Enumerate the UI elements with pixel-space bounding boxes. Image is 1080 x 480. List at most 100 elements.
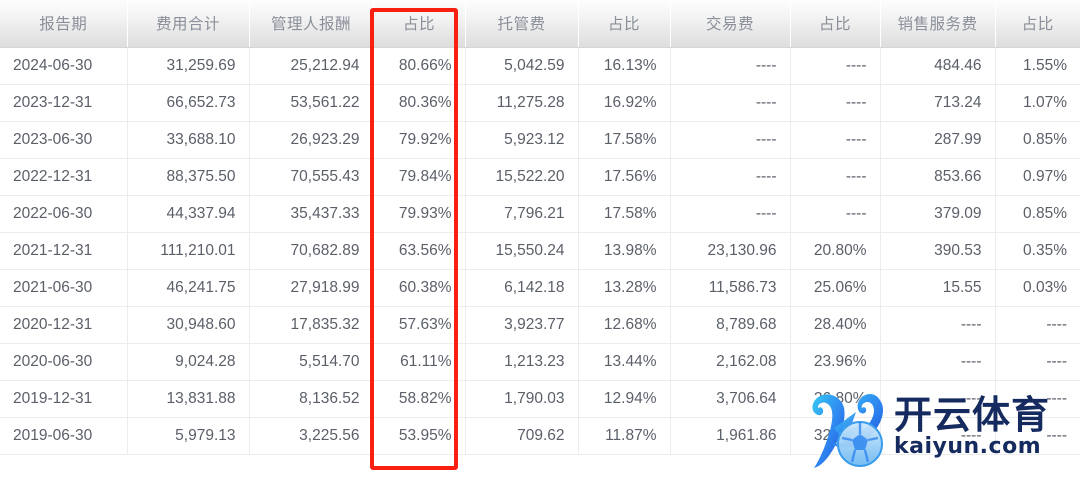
cell-custodian-fee: 3,923.77	[465, 306, 579, 344]
cell-total-fee: 66,652.73	[127, 84, 250, 122]
cell-custodian-fee: 11,275.28	[465, 84, 579, 122]
cell-sales-pct: 0.85%	[995, 195, 1080, 233]
cell-sales-pct: 1.55%	[995, 47, 1080, 85]
column-header-custodian-pct[interactable]: 占比	[578, 0, 671, 48]
table-row[interactable]: 2019-12-31 13,831.88 8,136.52 58.82% 1,790.0…	[0, 380, 1080, 418]
cell-sales-service-fee: ----	[880, 343, 996, 381]
cell-manager-pct: 61.11%	[373, 343, 466, 381]
cell-sales-service-fee: ----	[880, 380, 996, 418]
cell-trading-pct: ----	[790, 84, 881, 122]
cell-trading-fee: 2,162.08	[670, 343, 791, 381]
cell-custodian-pct: 13.98%	[578, 232, 671, 270]
cell-trading-pct: 20.80%	[790, 232, 881, 270]
cell-total-fee: 9,024.28	[127, 343, 250, 381]
cell-trading-fee: 11,586.73	[670, 269, 791, 307]
cell-manager-fee: 35,437.33	[249, 195, 374, 233]
cell-report-date: 2022-06-30	[0, 195, 128, 233]
cell-manager-fee: 5,514.70	[249, 343, 374, 381]
cell-custodian-pct: 16.13%	[578, 47, 671, 85]
cell-custodian-pct: 13.44%	[578, 343, 671, 381]
column-header-manager-pct[interactable]: 占比	[373, 0, 466, 48]
cell-report-date: 2023-12-31	[0, 84, 128, 122]
cell-manager-fee: 3,225.56	[249, 417, 374, 455]
cell-total-fee: 46,241.75	[127, 269, 250, 307]
cell-manager-pct: 79.93%	[373, 195, 466, 233]
cell-custodian-pct: 17.58%	[578, 121, 671, 159]
column-header-report-date[interactable]: 报告期	[0, 0, 128, 48]
cell-custodian-fee: 5,923.12	[465, 121, 579, 159]
cell-manager-pct: 80.66%	[373, 47, 466, 85]
cell-trading-pct: 23.96%	[790, 343, 881, 381]
cell-trading-fee: ----	[670, 47, 791, 85]
table-row[interactable]: 2020-12-31 30,948.60 17,835.32 57.63% 3,923.…	[0, 306, 1080, 344]
table-row[interactable]: 2021-06-30 46,241.75 27,918.99 60.38% 6,142.…	[0, 269, 1080, 307]
cell-custodian-pct: 16.92%	[578, 84, 671, 122]
table-header-row: 报告期 费用合计 管理人报酬 占比 托管费 占比 交易费 占比 销售服务费 占比	[0, 0, 1080, 48]
column-header-custodian-fee[interactable]: 托管费	[465, 0, 579, 48]
cell-manager-pct: 53.95%	[373, 417, 466, 455]
cell-custodian-fee: 5,042.59	[465, 47, 579, 85]
cell-manager-fee: 70,555.43	[249, 158, 374, 196]
cell-trading-fee: ----	[670, 121, 791, 159]
cell-custodian-pct: 12.68%	[578, 306, 671, 344]
cell-sales-service-fee: 15.55	[880, 269, 996, 307]
table-row[interactable]: 2020-06-30 9,024.28 5,514.70 61.11% 1,213.23…	[0, 343, 1080, 381]
cell-trading-fee: ----	[670, 84, 791, 122]
cell-total-fee: 111,210.01	[127, 232, 250, 270]
table-row[interactable]: 2022-12-31 88,375.50 70,555.43 79.84% 15,522…	[0, 158, 1080, 196]
cell-manager-pct: 58.82%	[373, 380, 466, 418]
cell-trading-pct: ----	[790, 121, 881, 159]
cell-sales-service-fee: ----	[880, 306, 996, 344]
cell-report-date: 2019-06-30	[0, 417, 128, 455]
cell-total-fee: 13,831.88	[127, 380, 250, 418]
cell-report-date: 2020-12-31	[0, 306, 128, 344]
table-row[interactable]: 2022-06-30 44,337.94 35,437.33 79.93% 7,796.…	[0, 195, 1080, 233]
column-header-total-fee[interactable]: 费用合计	[127, 0, 250, 48]
cell-total-fee: 30,948.60	[127, 306, 250, 344]
table-row[interactable]: 2023-12-31 66,652.73 53,561.22 80.36% 11,275…	[0, 84, 1080, 122]
cell-trading-pct: ----	[790, 47, 881, 85]
cell-report-date: 2020-06-30	[0, 343, 128, 381]
cell-trading-pct: 26.80%	[790, 380, 881, 418]
cell-manager-pct: 79.84%	[373, 158, 466, 196]
cell-report-date: 2022-12-31	[0, 158, 128, 196]
cell-trading-fee: ----	[670, 158, 791, 196]
table-row[interactable]: 2021-12-31 111,210.01 70,682.89 63.56% 15,55…	[0, 232, 1080, 270]
cell-total-fee: 88,375.50	[127, 158, 250, 196]
cell-trading-fee: ----	[670, 195, 791, 233]
cell-manager-pct: 80.36%	[373, 84, 466, 122]
cell-report-date: 2021-06-30	[0, 269, 128, 307]
cell-trading-pct: ----	[790, 195, 881, 233]
table-header: 报告期 费用合计 管理人报酬 占比 托管费 占比 交易费 占比 销售服务费 占比	[0, 0, 1080, 48]
cell-custodian-pct: 17.56%	[578, 158, 671, 196]
cell-sales-service-fee: 379.09	[880, 195, 996, 233]
column-header-sales-pct[interactable]: 占比	[995, 0, 1080, 48]
cell-trading-fee: 1,961.86	[670, 417, 791, 455]
cell-total-fee: 31,259.69	[127, 47, 250, 85]
table-row[interactable]: 2023-06-30 33,688.10 26,923.29 79.92% 5,923.…	[0, 121, 1080, 159]
cell-trading-fee: 23,130.96	[670, 232, 791, 270]
cell-custodian-fee: 6,142.18	[465, 269, 579, 307]
column-header-trading-fee[interactable]: 交易费	[670, 0, 791, 48]
cell-trading-fee: 3,706.64	[670, 380, 791, 418]
cell-sales-service-fee: 484.46	[880, 47, 996, 85]
cell-custodian-pct: 11.87%	[578, 417, 671, 455]
cell-custodian-fee: 15,550.24	[465, 232, 579, 270]
cell-manager-pct: 63.56%	[373, 232, 466, 270]
cell-manager-pct: 60.38%	[373, 269, 466, 307]
table-row[interactable]: 2024-06-30 31,259.69 25,212.94 80.66% 5,042.…	[0, 47, 1080, 85]
cell-custodian-pct: 17.58%	[578, 195, 671, 233]
column-header-trading-pct[interactable]: 占比	[790, 0, 881, 48]
cell-sales-service-fee: 713.24	[880, 84, 996, 122]
table-row[interactable]: 2019-06-30 5,979.13 3,225.56 53.95% 709.62 11…	[0, 417, 1080, 455]
cell-total-fee: 33,688.10	[127, 121, 250, 159]
cell-manager-fee: 25,212.94	[249, 47, 374, 85]
column-header-sales-service-fee[interactable]: 销售服务费	[880, 0, 996, 48]
table-body: 2024-06-30 31,259.69 25,212.94 80.66% 5,042.…	[0, 47, 1080, 455]
column-header-manager-fee[interactable]: 管理人报酬	[249, 0, 374, 48]
cell-trading-fee: 8,789.68	[670, 306, 791, 344]
cell-custodian-pct: 12.94%	[578, 380, 671, 418]
cell-custodian-fee: 7,796.21	[465, 195, 579, 233]
cell-trading-pct: 25.06%	[790, 269, 881, 307]
cell-manager-fee: 27,918.99	[249, 269, 374, 307]
